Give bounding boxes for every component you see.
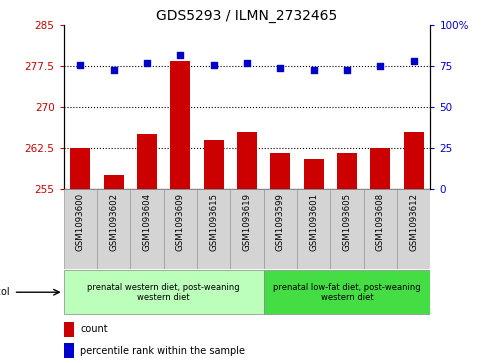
Bar: [103, 175, 123, 189]
Bar: [130, 189, 163, 269]
Bar: [137, 134, 157, 189]
Bar: [163, 189, 197, 269]
Point: [76, 62, 84, 68]
Bar: [263, 270, 429, 314]
Text: GSM1093599: GSM1093599: [275, 193, 284, 250]
Text: GSM1093619: GSM1093619: [242, 193, 251, 251]
Bar: [203, 140, 223, 189]
Bar: [197, 189, 230, 269]
Point: [343, 67, 350, 73]
Bar: [97, 189, 130, 269]
Text: GSM1093601: GSM1093601: [308, 193, 318, 251]
Point: [209, 62, 217, 68]
Text: percentile rank within the sample: percentile rank within the sample: [80, 346, 244, 356]
Text: GSM1093604: GSM1093604: [142, 193, 151, 251]
Point: [409, 58, 417, 64]
Bar: [170, 61, 190, 189]
Title: GDS5293 / ILMN_2732465: GDS5293 / ILMN_2732465: [156, 9, 337, 23]
Point: [309, 67, 317, 73]
Bar: [296, 189, 329, 269]
Text: GSM1093609: GSM1093609: [175, 193, 184, 251]
Point: [243, 60, 250, 66]
Bar: [363, 189, 396, 269]
Text: prenatal low-fat diet, post-weaning
western diet: prenatal low-fat diet, post-weaning west…: [273, 282, 420, 302]
Bar: [63, 322, 74, 337]
Bar: [329, 189, 363, 269]
Point: [109, 67, 117, 73]
Bar: [369, 148, 389, 189]
Text: count: count: [80, 325, 107, 334]
Text: prenatal western diet, post-weaning
western diet: prenatal western diet, post-weaning west…: [87, 282, 240, 302]
Bar: [403, 131, 423, 189]
Text: GSM1093612: GSM1093612: [408, 193, 417, 251]
Bar: [237, 131, 256, 189]
Point: [176, 52, 184, 58]
Text: GSM1093602: GSM1093602: [109, 193, 118, 251]
Bar: [303, 159, 323, 189]
Point: [376, 63, 384, 69]
Text: protocol: protocol: [0, 287, 10, 297]
Bar: [263, 189, 296, 269]
Bar: [63, 270, 263, 314]
Bar: [270, 153, 290, 189]
Bar: [336, 153, 356, 189]
Bar: [230, 189, 263, 269]
Point: [142, 60, 150, 66]
Bar: [70, 148, 90, 189]
Text: GSM1093605: GSM1093605: [342, 193, 351, 251]
Bar: [63, 343, 74, 358]
Text: GSM1093600: GSM1093600: [76, 193, 84, 251]
Bar: [63, 189, 97, 269]
Point: [276, 65, 284, 71]
Text: GSM1093615: GSM1093615: [209, 193, 218, 251]
Bar: [396, 189, 429, 269]
Text: GSM1093608: GSM1093608: [375, 193, 384, 251]
